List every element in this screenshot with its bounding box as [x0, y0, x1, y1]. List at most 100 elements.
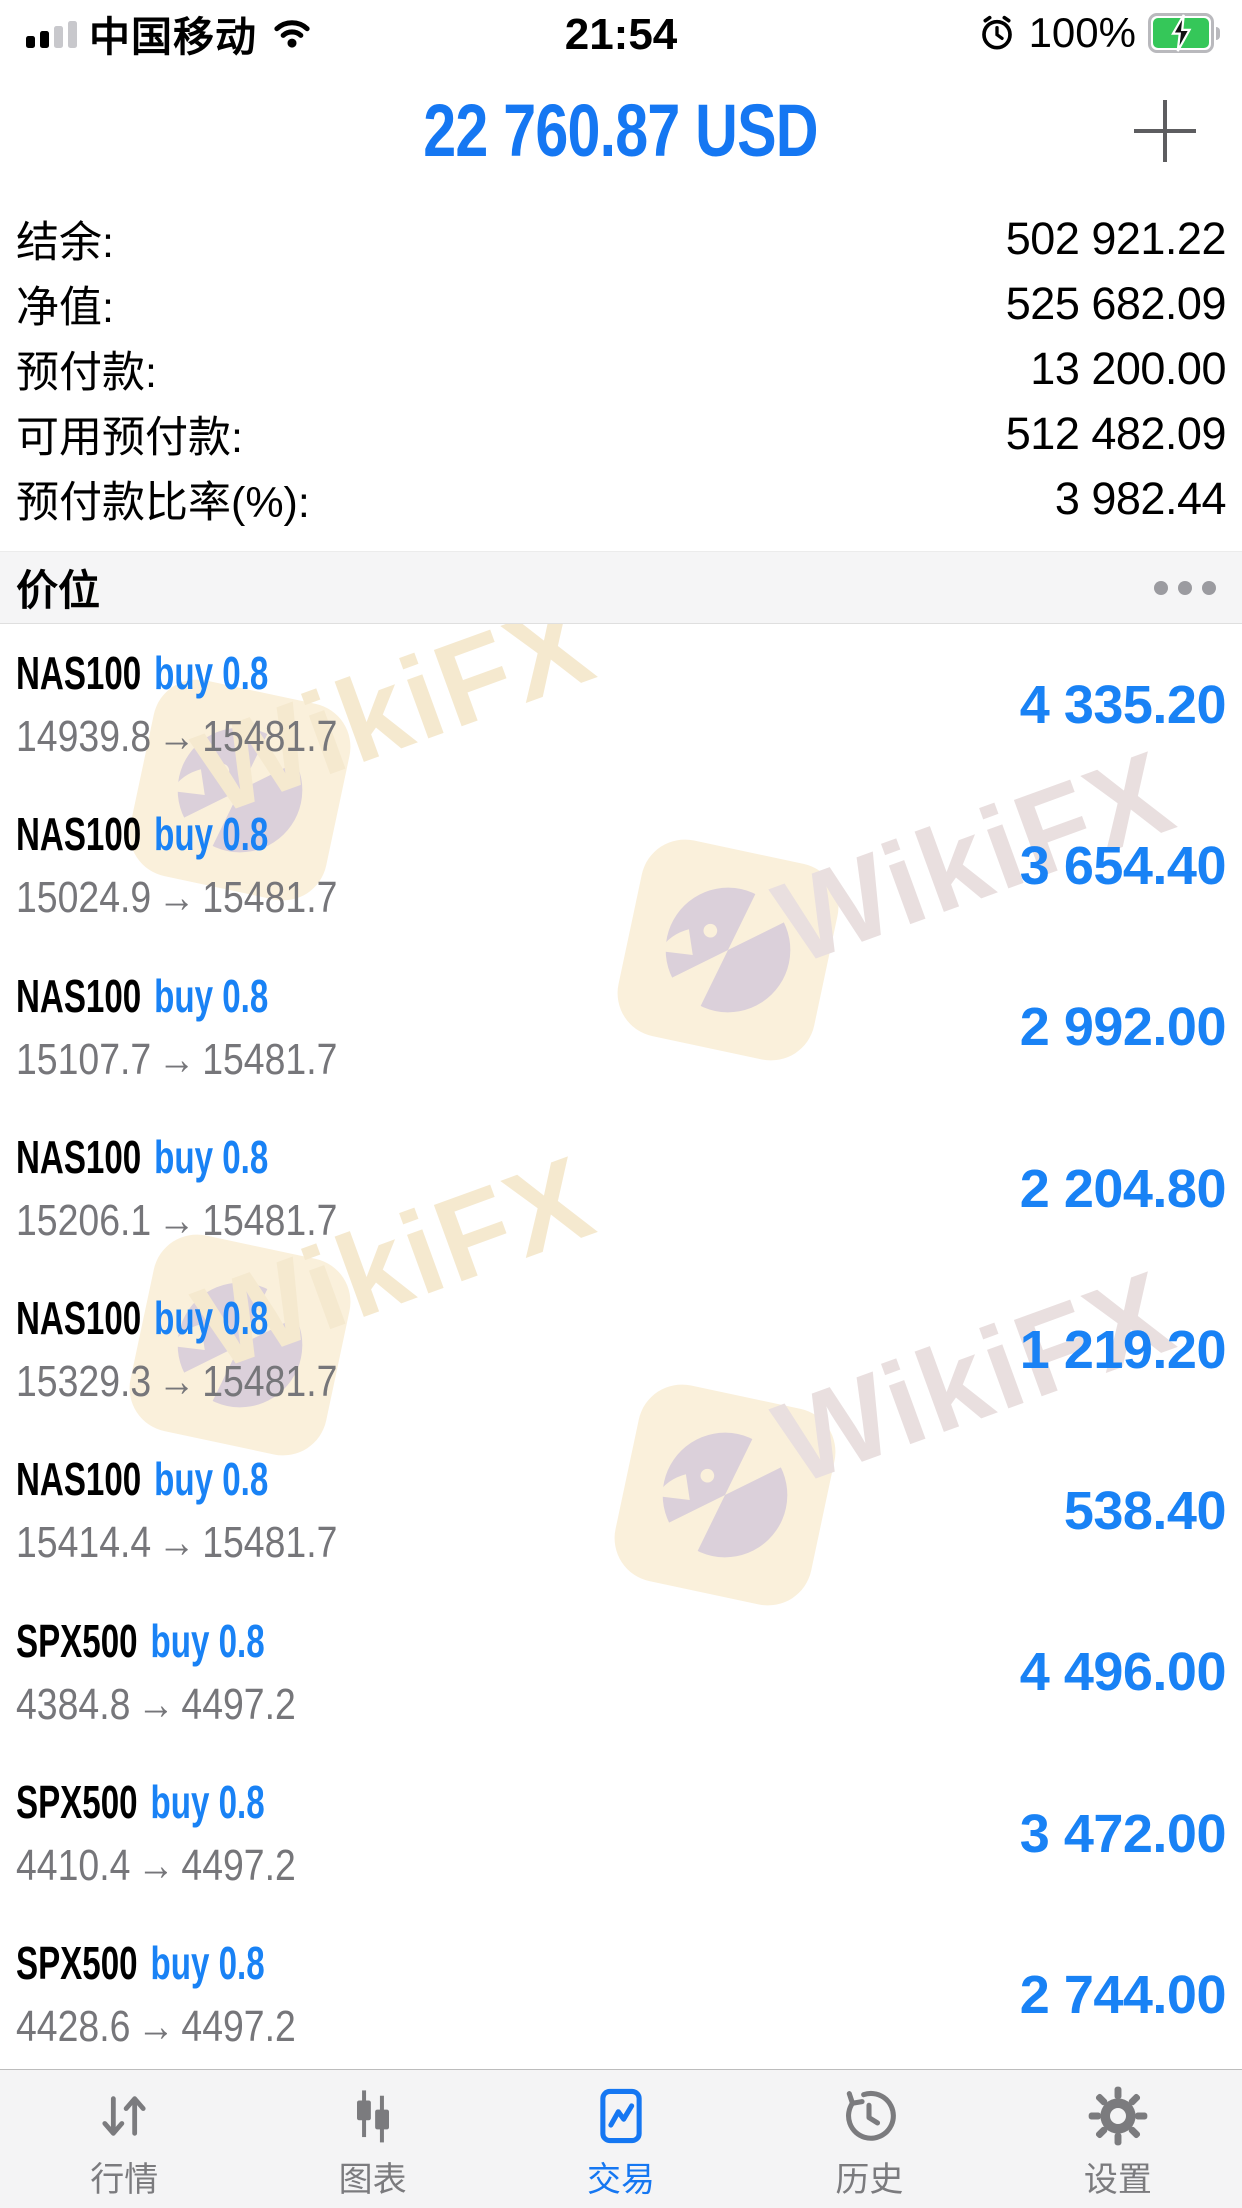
open-price: 4428.6	[16, 2002, 131, 2052]
position-prices: 15024.9 → 15481.7	[16, 873, 337, 923]
tab-trade[interactable]: 交易	[497, 2070, 745, 2208]
position-prices: 4410.4 → 4497.2	[16, 1841, 310, 1891]
open-price: 4410.4	[16, 1841, 131, 1891]
summary-value: 3 982.44	[1054, 472, 1227, 524]
summary-row: 结余: 502 921.22	[16, 206, 1227, 271]
time-label: 21:54	[564, 10, 678, 59]
price-arrow: →	[158, 873, 196, 923]
tab-label: 图表	[338, 2161, 407, 2199]
tab-quotes[interactable]: 行情	[0, 2070, 248, 2208]
position-symbol: NAS100	[16, 969, 142, 1022]
position-symbol: NAS100	[16, 1453, 142, 1506]
open-price: 15206.1	[16, 1195, 152, 1245]
position-side-volume: buy 0.8	[150, 1937, 265, 1990]
position-profit: 2 204.80	[1019, 1158, 1227, 1219]
position-row[interactable]: NAS100 buy 0.8 15024.9 → 15481.7 3 654.40	[0, 785, 1242, 946]
summary-row: 净值: 525 682.09	[16, 271, 1227, 336]
add-account-button[interactable]	[1132, 98, 1198, 164]
positions-list: NAS100 buy 0.8 14939.8 → 15481.7 4 335.20 N…	[0, 624, 1242, 2076]
balance-title: 22 760.87 USD	[423, 88, 819, 172]
position-side-volume: buy 0.8	[154, 969, 269, 1022]
position-row[interactable]: NAS100 buy 0.8 15206.1 → 15481.7 2 204.80	[0, 1108, 1242, 1269]
price-arrow: →	[137, 2002, 175, 2052]
open-price: 15414.4	[16, 1518, 152, 1568]
position-symbol: SPX500	[16, 1937, 138, 1990]
position-prices: 4428.6 → 4497.2	[16, 2002, 310, 2052]
position-side-volume: buy 0.8	[154, 1292, 269, 1345]
position-symbol: NAS100	[16, 1292, 142, 1345]
position-profit: 3 472.00	[1019, 1803, 1227, 1864]
current-price: 15481.7	[202, 1518, 338, 1568]
open-price: 15329.3	[16, 1357, 152, 1407]
battery-icon	[1148, 13, 1220, 53]
account-header: 22 760.87 USD	[0, 60, 1242, 200]
position-symbol: NAS100	[16, 647, 142, 699]
summary-value: 512 482.09	[1005, 407, 1227, 459]
alarm-icon	[981, 15, 1012, 50]
ellipsis-icon	[1178, 580, 1192, 595]
position-side-volume: buy 0.8	[154, 1130, 269, 1183]
tab-charts[interactable]: 图表	[248, 2070, 496, 2208]
current-price: 15481.7	[202, 873, 338, 923]
tab-bar: 行情 图表 交易 历史	[0, 2069, 1242, 2208]
current-price: 15481.7	[202, 712, 338, 761]
current-price: 4497.2	[181, 2002, 296, 2052]
summary-row: 预付款比率(%): 3 982.44	[16, 466, 1227, 531]
position-profit: 4 335.20	[1019, 674, 1227, 735]
position-row[interactable]: SPX500 buy 0.8 4384.8 → 4497.2 4 496.00	[0, 1592, 1242, 1753]
current-price: 15481.7	[202, 1357, 338, 1407]
tab-label: 行情	[90, 2161, 159, 2199]
wifi-icon	[274, 20, 310, 48]
current-price: 15481.7	[202, 1195, 338, 1245]
position-profit: 2 992.00	[1019, 997, 1227, 1058]
summary-label: 预付款比率(%):	[16, 478, 310, 527]
tab-label: 设置	[1083, 2161, 1152, 2199]
tab-history[interactable]: 历史	[745, 2070, 993, 2208]
price-arrow: →	[158, 1518, 196, 1568]
position-profit: 2 744.00	[1019, 1965, 1227, 2026]
position-row[interactable]: SPX500 buy 0.8 4410.4 → 4497.2 3 472.00	[0, 1753, 1242, 1914]
summary-label: 结余:	[16, 218, 114, 267]
position-row[interactable]: NAS100 buy 0.8 15414.4 → 15481.7 538.40	[0, 1430, 1242, 1591]
summary-row: 可用预付款: 512 482.09	[16, 401, 1227, 466]
position-row[interactable]: NAS100 buy 0.8 14939.8 → 15481.7 4 335.20	[0, 624, 1242, 785]
positions-menu-button[interactable]	[1154, 571, 1216, 605]
open-price: 15024.9	[16, 873, 152, 923]
position-prices: 15206.1 → 15481.7	[16, 1196, 337, 1246]
position-side-volume: buy 0.8	[154, 808, 269, 861]
summary-row: 预付款: 13 200.00	[16, 336, 1226, 401]
summary-label: 可用预付款:	[16, 413, 243, 462]
up-down-arrows-icon	[102, 2096, 146, 2136]
position-row[interactable]: SPX500 buy 0.8 4428.6 → 4497.2 2 744.00	[0, 1914, 1242, 2075]
position-side-volume: buy 0.8	[154, 1453, 269, 1506]
position-symbol: SPX500	[16, 1614, 138, 1667]
summary-value: 525 682.09	[1005, 277, 1227, 329]
position-row[interactable]: NAS100 buy 0.8 15107.7 → 15481.7 2 992.00	[0, 947, 1242, 1108]
price-arrow: →	[158, 1195, 196, 1245]
current-price: 4497.2	[181, 1679, 296, 1729]
position-side-volume: buy 0.8	[150, 1776, 265, 1829]
price-arrow: →	[158, 712, 196, 761]
summary-value: 13 200.00	[1030, 342, 1226, 394]
candlestick-icon	[356, 2090, 389, 2143]
position-prices: 15107.7 → 15481.7	[16, 1035, 337, 1085]
tab-label: 历史	[835, 2161, 904, 2199]
position-profit: 3 654.40	[1019, 835, 1227, 896]
position-prices: 15329.3 → 15481.7	[16, 1357, 337, 1407]
position-symbol: NAS100	[16, 1130, 142, 1183]
position-side-volume: buy 0.8	[154, 647, 269, 699]
position-symbol: NAS100	[16, 808, 142, 861]
positions-header: 价位	[0, 551, 1242, 624]
price-arrow: →	[158, 1357, 196, 1407]
price-arrow: →	[158, 1034, 196, 1084]
open-price: 15107.7	[16, 1034, 152, 1084]
trade-chart-icon	[600, 2088, 642, 2144]
position-symbol: SPX500	[16, 1776, 138, 1829]
summary-value: 502 921.22	[1005, 212, 1227, 264]
position-prices: 14939.8 → 15481.7	[16, 712, 337, 762]
tab-label: 交易	[587, 2161, 656, 2199]
position-row[interactable]: NAS100 buy 0.8 15329.3 → 15481.7 1 219.20	[0, 1269, 1242, 1430]
status-bar: 中国移动 21:54 100%	[0, 0, 1242, 60]
position-prices: 4384.8 → 4497.2	[16, 1680, 310, 1730]
tab-settings[interactable]: 设置	[994, 2070, 1242, 2208]
